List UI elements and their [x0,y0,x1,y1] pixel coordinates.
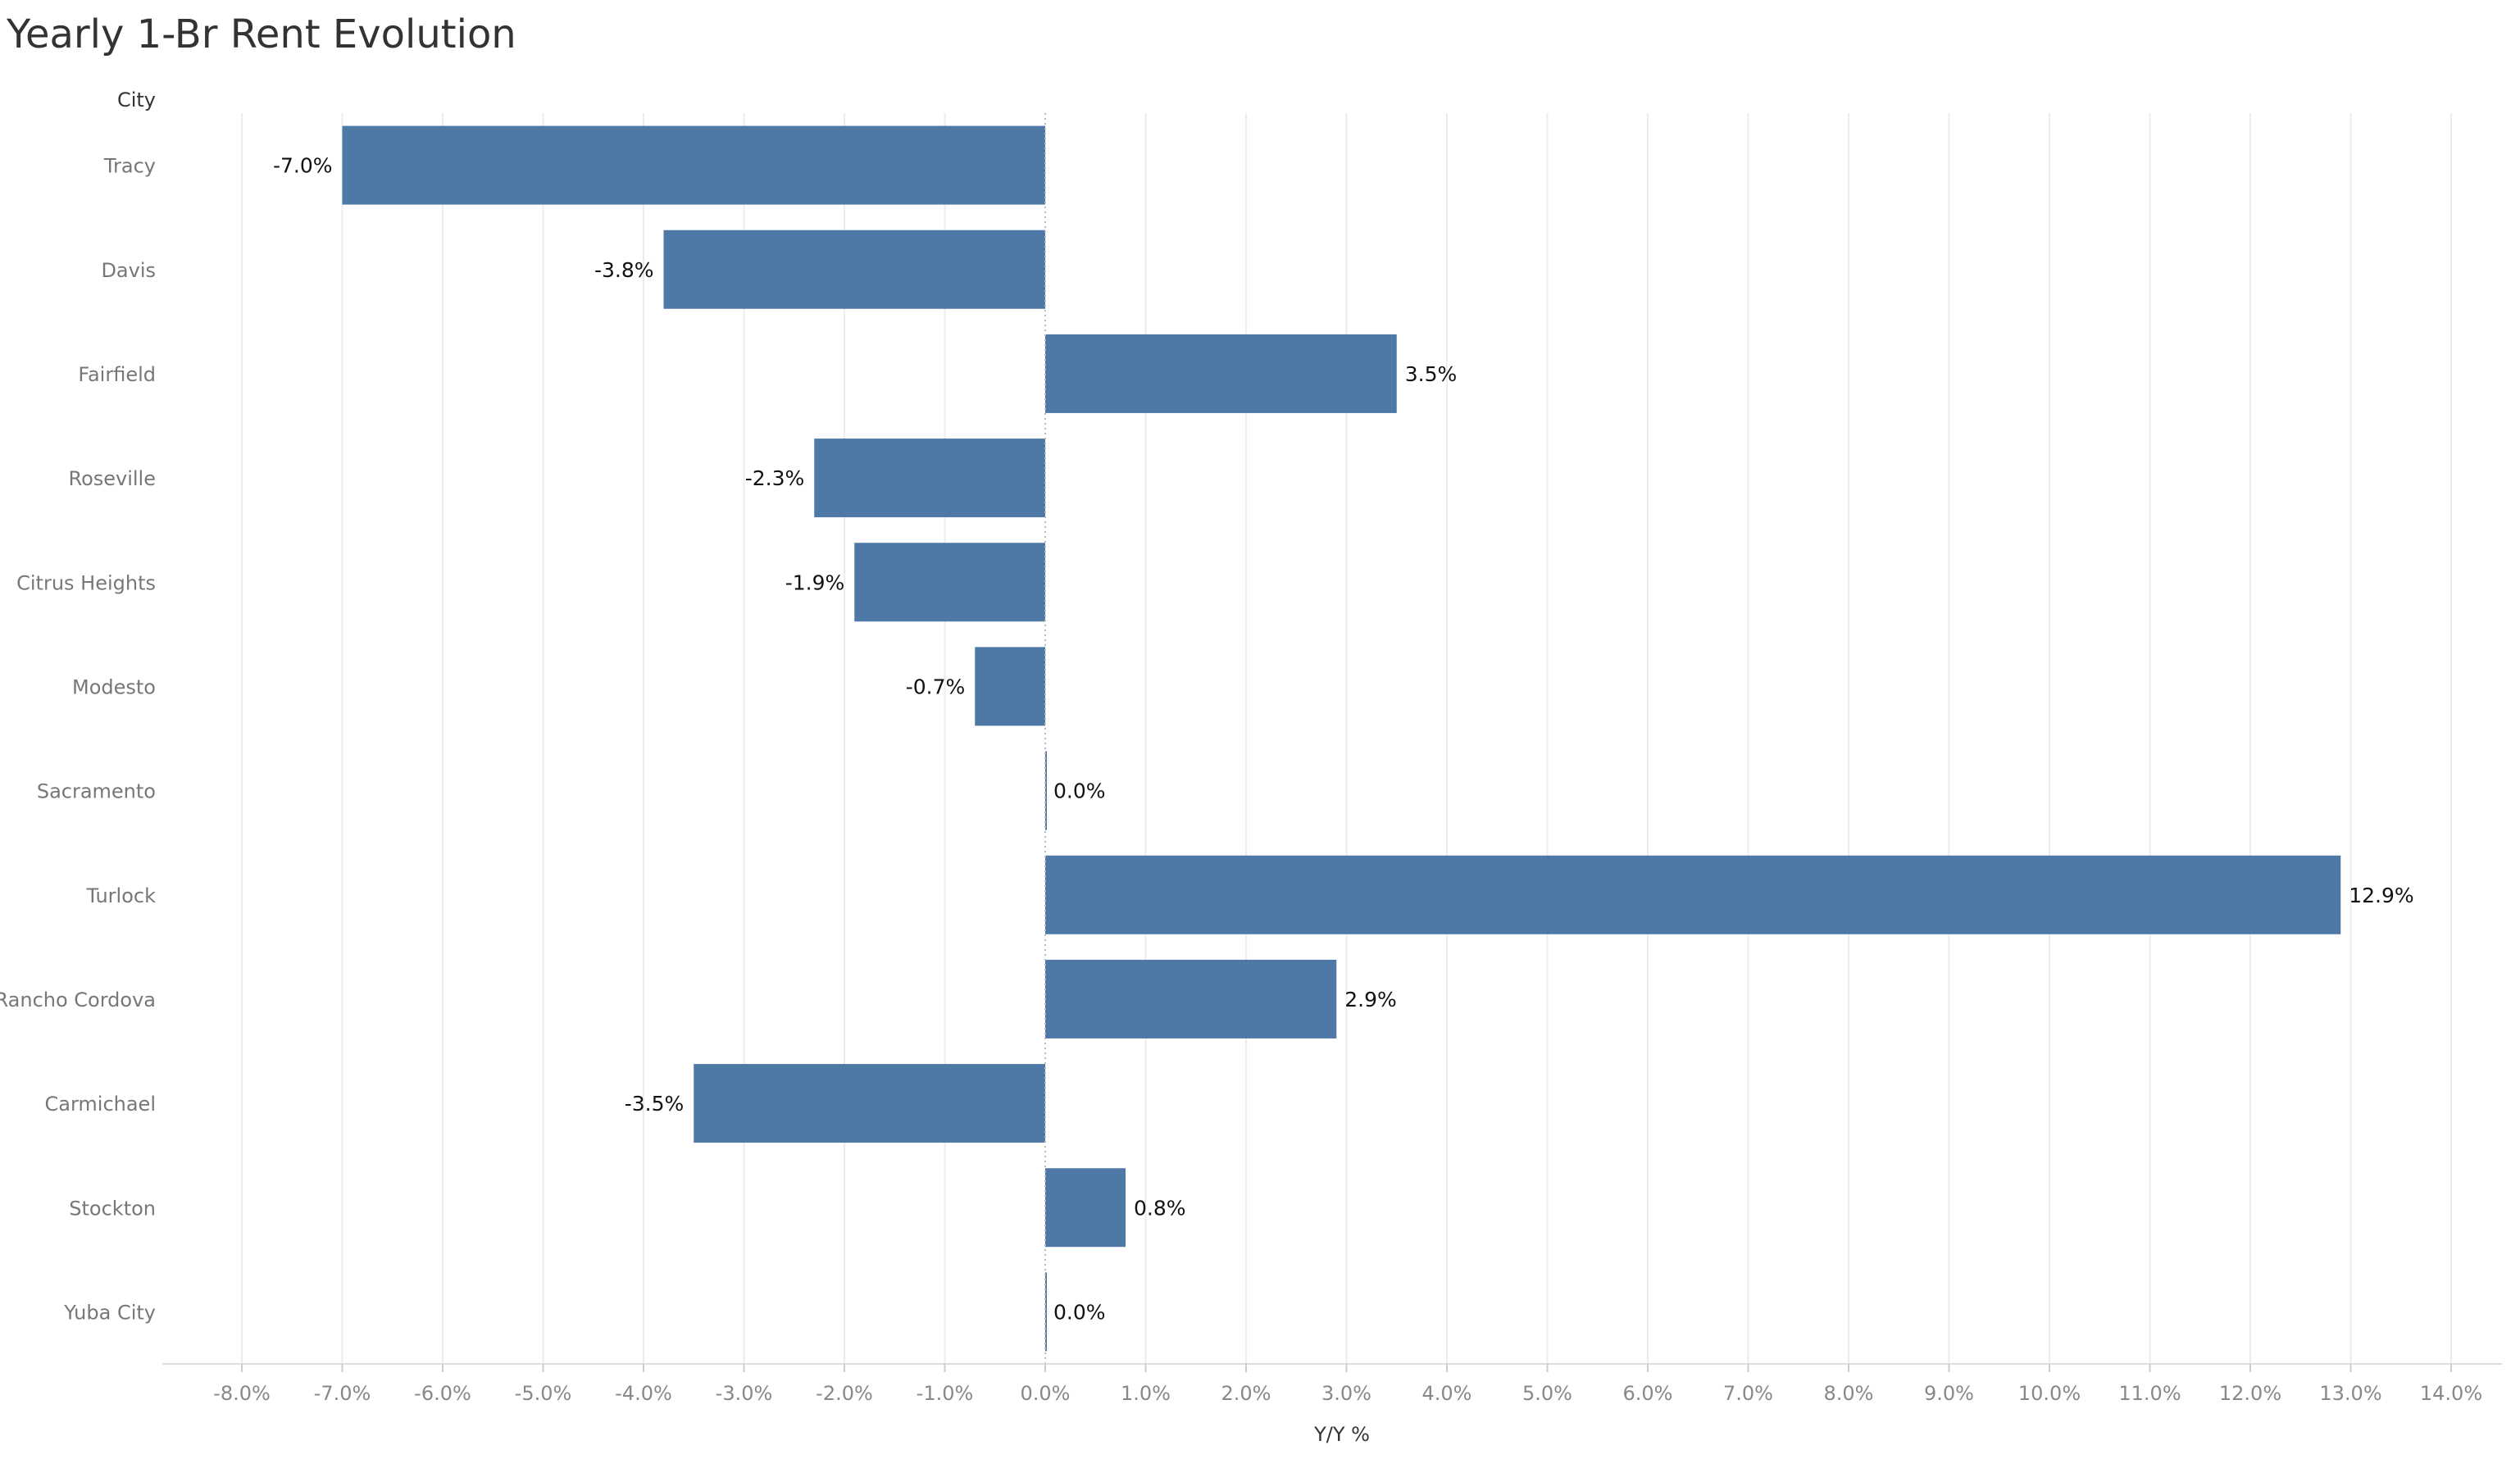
bar [814,439,1045,518]
category-label: Citrus Heights [16,571,156,594]
data-label: -0.7% [906,675,966,698]
data-label: -2.3% [745,466,805,490]
bar [663,230,1045,309]
bar [1045,855,2341,934]
x-tick-label: -8.0% [213,1382,271,1405]
x-tick-label: 9.0% [1924,1382,1974,1405]
bar [342,125,1045,205]
category-label: Roseville [68,467,156,490]
category-label: Tracy [103,155,156,178]
data-label: 0.0% [1053,779,1106,803]
x-tick-label: 2.0% [1221,1382,1271,1405]
data-label: 0.8% [1134,1196,1186,1220]
bar [1045,334,1397,413]
x-tick-label: 8.0% [1824,1382,1874,1405]
data-label: 0.0% [1053,1300,1106,1324]
data-label: -3.8% [594,258,654,282]
x-tick-label: -4.0% [615,1382,672,1405]
category-label: Rancho Cordova [0,989,156,1011]
x-tick-label: -7.0% [314,1382,371,1405]
category-axis: Tracy Davis Fairfield Roseville Citrus Heigh… [0,155,156,1325]
bar [1045,751,1047,830]
chart-title: Yearly 1-Br Rent Evolution [7,11,516,57]
data-label: -1.9% [785,570,845,594]
bars [342,125,2341,1352]
x-tick-label: 14.0% [2420,1382,2482,1405]
bar [1045,1272,1047,1352]
bar [694,1064,1045,1143]
category-label: Stockton [69,1197,156,1220]
x-tick-label: -6.0% [414,1382,471,1405]
x-tick-label: 3.0% [1321,1382,1371,1405]
data-label: 12.9% [2349,884,2413,907]
x-tick-label: -2.0% [816,1382,873,1405]
data-label: 2.9% [1344,988,1397,1011]
x-tick-label: 1.0% [1121,1382,1171,1405]
data-label: -7.0% [273,154,333,178]
category-label: Sacramento [37,780,156,803]
category-label: Fairfield [78,363,156,386]
bar [1045,1168,1126,1248]
x-tick-label: 6.0% [1623,1382,1673,1405]
x-tick-label: 13.0% [2319,1382,2381,1405]
data-labels: -7.0% -3.8% 3.5% -2.3% -1.9% -0.7% 0.0% 12.9% 2.… [273,154,2414,1325]
x-tick-label: 4.0% [1422,1382,1472,1405]
bar [854,543,1045,622]
bar [975,647,1045,726]
x-axis: -8.0% -7.0% -6.0% -5.0% -4.0% -3.0% -2.0% -1.0%… [162,1363,2502,1405]
category-label: Turlock [85,884,156,907]
category-label: Modesto [72,675,156,698]
x-tick-label: 7.0% [1723,1382,1773,1405]
category-label: Yuba City [63,1301,156,1324]
category-label: Carmichael [44,1093,156,1116]
data-label: 3.5% [1405,362,1458,386]
x-tick-label: 10.0% [2018,1382,2081,1405]
x-tick-label: -1.0% [917,1382,974,1405]
x-axis-title: Y/Y % [1313,1423,1370,1446]
x-tick-label: 5.0% [1522,1382,1572,1405]
x-tick-label: -3.0% [716,1382,773,1405]
x-tick-label: -5.0% [515,1382,572,1405]
gridlines [241,113,2452,1364]
x-tick-label: 11.0% [2118,1382,2181,1405]
bar [1045,959,1337,1039]
category-label: Davis [101,259,156,282]
x-tick-label: 0.0% [1021,1382,1071,1405]
x-tick-label: 12.0% [2219,1382,2281,1405]
data-label: -3.5% [625,1092,685,1116]
category-header: City [117,89,156,111]
